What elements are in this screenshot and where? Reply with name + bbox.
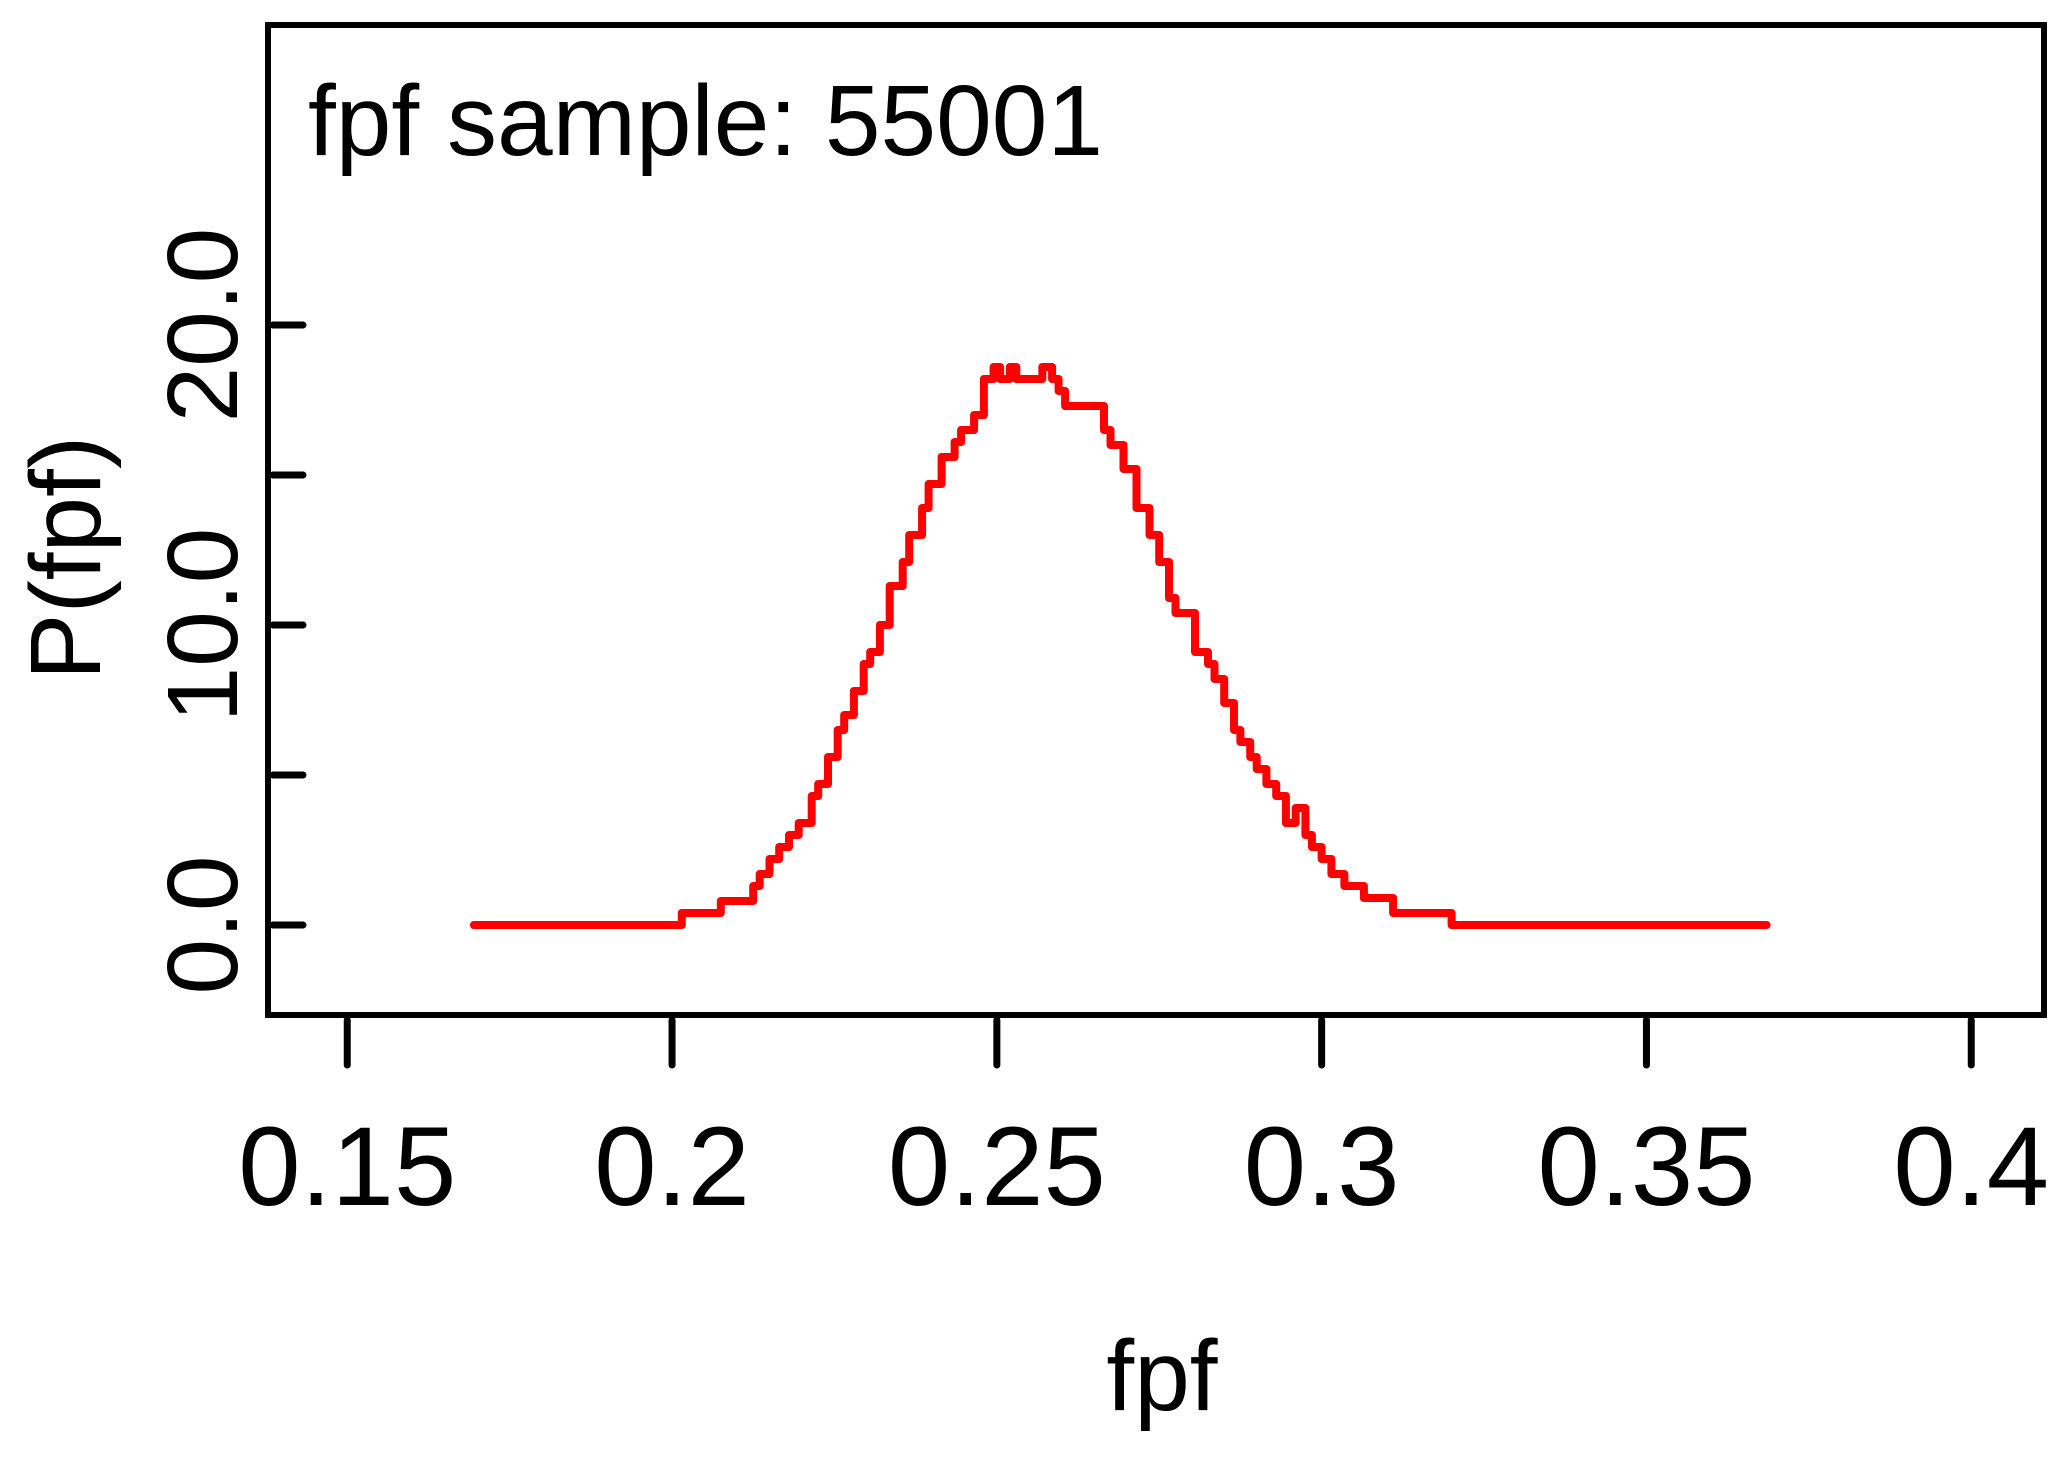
x-tick-label: 0.35 — [1537, 1104, 1755, 1229]
plot-frame — [265, 22, 2047, 1018]
series-line — [469, 363, 1771, 929]
x-axis-label: fpf — [1106, 1320, 1217, 1432]
x-tick-label: 0.25 — [888, 1104, 1106, 1229]
x-tick-label: 0.3 — [1244, 1104, 1400, 1229]
x-axis: 0.15 0.2 0.25 0.3 0.35 0.4 — [238, 1016, 2049, 1229]
y-axis-label: P(fpf) — [10, 436, 122, 680]
x-tick-label: 0.2 — [594, 1104, 750, 1229]
y-tick-label: 0.0 — [147, 855, 259, 994]
x-tick-label: 0.4 — [1893, 1104, 2049, 1229]
y-tick-label: 10.0 — [147, 528, 259, 723]
chart-title: fpf sample: 55001 — [308, 65, 1103, 177]
y-axis: 0.0 10.0 20.0 — [147, 228, 307, 995]
y-tick-label: 20.0 — [147, 228, 259, 423]
x-tick-label: 0.15 — [238, 1104, 456, 1229]
